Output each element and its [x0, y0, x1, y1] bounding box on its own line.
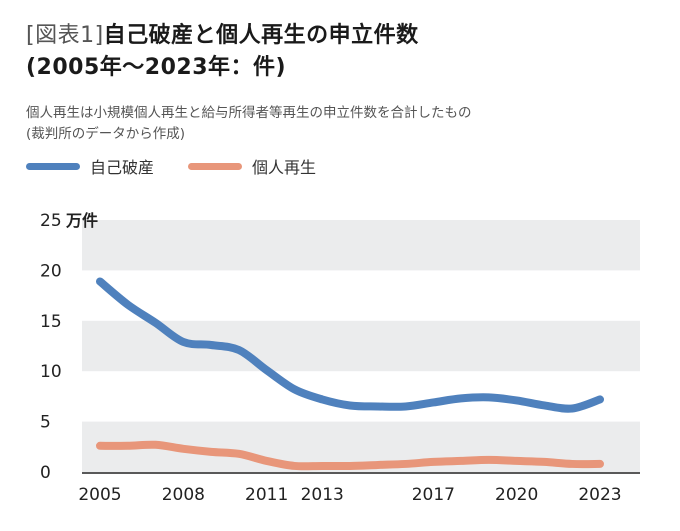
x-tick-label: 2013 [301, 485, 344, 505]
x-tick-label: 2020 [495, 485, 538, 505]
y-tick-label: 5 [40, 413, 51, 433]
legend-item-bankruptcy: 自己破産 [26, 154, 154, 178]
x-tick-label: 2017 [412, 485, 455, 505]
y-tick-label: 20 [40, 261, 62, 281]
y-axis-unit: 万件 [65, 211, 98, 230]
legend-swatch-rehabilitation [188, 162, 243, 170]
y-tick-label: 25 [40, 211, 62, 231]
y-tick-label: 15 [40, 312, 62, 332]
note-line-1: 個人再生は小規模個人再生と給与所得者等再生の申立件数を合計したもの [26, 105, 472, 121]
legend-item-rehabilitation: 個人再生 [188, 154, 316, 178]
legend: 自己破産 個人再生 [26, 153, 350, 179]
legend-label-rehabilitation: 個人再生 [252, 158, 317, 177]
legend-swatch-bankruptcy [26, 162, 80, 170]
x-tick-label: 2023 [578, 485, 621, 505]
grid-band [82, 320, 640, 372]
x-tick-label: 2011 [245, 485, 288, 505]
y-tick-label: 10 [40, 362, 62, 382]
series-line-bankruptcy [96, 277, 604, 413]
x-tick-label: 2008 [162, 485, 205, 505]
note-line-2: (裁判所のデータから作成) [26, 126, 186, 142]
legend-label-bankruptcy: 自己破産 [90, 158, 155, 177]
series-line-rehabilitation [96, 440, 604, 471]
title-prefix: [図表1] [26, 23, 104, 48]
chart-notes: 個人再生は小規模個人再生と給与所得者等再生の申立件数を合計したもの (裁判所のデ… [26, 103, 666, 145]
title-main: 自己破産と個人再生の申立件数 [103, 23, 419, 48]
x-tick-label: 2005 [78, 485, 121, 505]
title-range: (2005年～2023年：件) [26, 55, 287, 80]
y-tick-label: 0 [40, 463, 51, 483]
grid-band [82, 220, 640, 271]
chart-title: [図表1]自己破産と個人再生の申立件数 (2005年～2023年：件) [26, 20, 666, 84]
